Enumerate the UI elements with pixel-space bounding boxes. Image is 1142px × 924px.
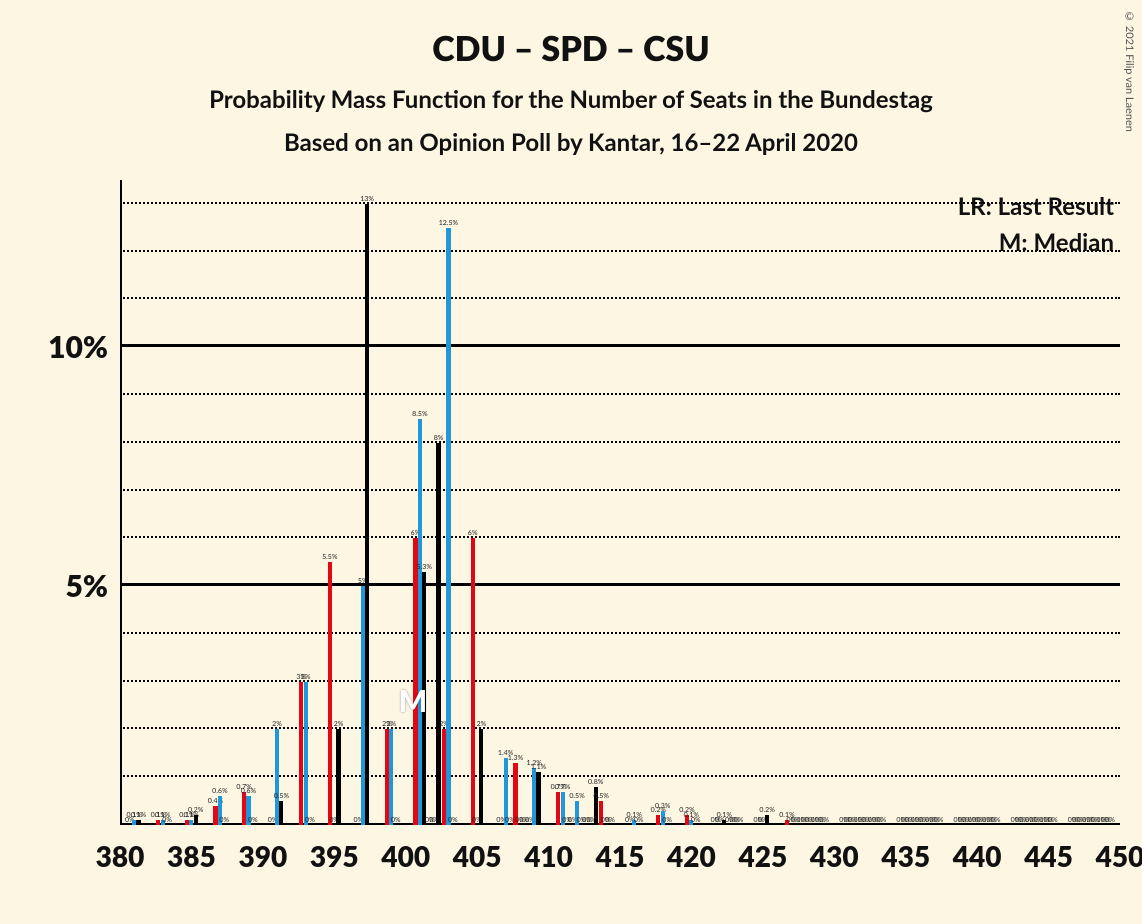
x-tick-label: 405 (453, 825, 502, 873)
x-tick-label: 390 (238, 825, 287, 873)
bar-value-label: 5.3% (417, 563, 432, 572)
chart-subtitle-1: Probability Mass Function for the Number… (0, 69, 1142, 114)
grid-minor (120, 297, 1120, 299)
bar-value-label: 0% (991, 816, 1001, 825)
bar-black: 2% (336, 729, 340, 825)
chart-subtitle-2: Based on an Opinion Poll by Kantar, 16–2… (0, 114, 1142, 157)
bar-value-label: 0.1% (131, 811, 146, 820)
bar-value-label: 0.7% (555, 783, 570, 792)
bar-blue: 3% (304, 682, 308, 825)
grid-major (120, 583, 1120, 586)
bar-value-label: 0% (391, 816, 401, 825)
x-tick-label: 450 (1096, 825, 1142, 873)
bar-value-label: 0.2% (759, 806, 774, 815)
bar-value-label: 2% (272, 720, 282, 729)
grid-minor (120, 680, 1120, 682)
chart-title: CDU – SPD – CSU (0, 0, 1142, 69)
bar-black: 0.5% (279, 801, 283, 825)
bar-value-label: 2% (386, 720, 396, 729)
bar-value-label: 6% (468, 529, 478, 538)
x-tick-label: 425 (738, 825, 787, 873)
bar-value-label: 2% (334, 720, 344, 729)
bar-value-label: 0% (1105, 816, 1115, 825)
y-tick-label: 5% (66, 568, 120, 604)
grid-minor (120, 441, 1120, 443)
bar-value-label: 3% (301, 673, 311, 682)
x-tick-label: 445 (1024, 825, 1073, 873)
bar-value-label: 0% (1048, 816, 1058, 825)
y-tick-label: 10% (48, 329, 120, 365)
bar-value-label: 2% (477, 720, 487, 729)
bar-black: 8% (436, 443, 440, 825)
bar-value-label: 0% (734, 816, 744, 825)
bar-value-label: 1.3% (508, 754, 523, 763)
bar-value-label: 8% (434, 434, 444, 443)
bar-value-label: 0% (248, 816, 258, 825)
bar-value-label: 0% (305, 816, 315, 825)
bar-blue: 12.5% (446, 228, 450, 825)
bar-value-label: 0% (634, 816, 644, 825)
bar-value-label: 0% (819, 816, 829, 825)
x-tick-label: 410 (524, 825, 573, 873)
x-tick-label: 440 (953, 825, 1002, 873)
grid-minor (120, 489, 1120, 491)
bar-red: 5.5% (328, 562, 332, 825)
bar-value-label: 0% (162, 816, 172, 825)
grid-minor (120, 393, 1120, 395)
bar-black: 2% (479, 729, 483, 825)
bar-value-label: 0.5% (569, 792, 584, 801)
grid-minor (120, 727, 1120, 729)
grid-minor (120, 775, 1120, 777)
bar-value-label: 0% (662, 816, 672, 825)
bar-value-label: 0.6% (241, 787, 256, 796)
bar-black: 1.1% (536, 772, 540, 825)
bar-value-label: 0% (877, 816, 887, 825)
chart-plot-area: 5%10%38038539039540040541041542042543043… (120, 180, 1120, 825)
x-tick-label: 420 (667, 825, 716, 873)
grid-minor (120, 202, 1120, 204)
x-tick-label: 430 (810, 825, 859, 873)
bar-blue: 1.4% (504, 758, 508, 825)
bar-value-label: 0% (691, 816, 701, 825)
x-tick-label: 380 (96, 825, 145, 873)
bar-value-label: 12.5% (439, 219, 458, 228)
bar-blue: 2% (389, 729, 393, 825)
bar-value-label: 1.1% (531, 763, 546, 772)
bar-value-label: 0.2% (188, 806, 203, 815)
bar-value-label: 5.5% (322, 553, 337, 562)
bar-black: 0.2% (194, 815, 198, 825)
bar-value-label: 0.3% (655, 802, 670, 811)
bar-black: 0.2% (765, 815, 769, 825)
x-tick-label: 395 (310, 825, 359, 873)
bar-value-label: 0% (448, 816, 458, 825)
x-tick-label: 400 (381, 825, 430, 873)
bar-black: 13% (365, 204, 369, 825)
bar-black: 0.1% (136, 820, 140, 825)
bar-value-label: 0.6% (212, 787, 227, 796)
bar-value-label: 0% (219, 816, 229, 825)
x-tick-label: 435 (881, 825, 930, 873)
grid-major (120, 344, 1120, 347)
copyright-text: © 2021 Filip van Laenen (1123, 10, 1136, 132)
bar-value-label: 0% (605, 816, 615, 825)
bar-value-label: 13% (360, 195, 374, 204)
bar-value-label: 0.5% (274, 792, 289, 801)
grid-minor (120, 632, 1120, 634)
median-marker: M (399, 683, 428, 719)
bar-value-label: 0% (934, 816, 944, 825)
grid-minor (120, 250, 1120, 252)
bar-value-label: 8.5% (412, 410, 427, 419)
bar-value-label: 0.5% (594, 792, 609, 801)
bar-value-label: 0.8% (588, 778, 603, 787)
grid-minor (120, 536, 1120, 538)
x-tick-label: 415 (596, 825, 645, 873)
bar-red: 6% (471, 538, 475, 825)
x-tick-label: 385 (167, 825, 216, 873)
